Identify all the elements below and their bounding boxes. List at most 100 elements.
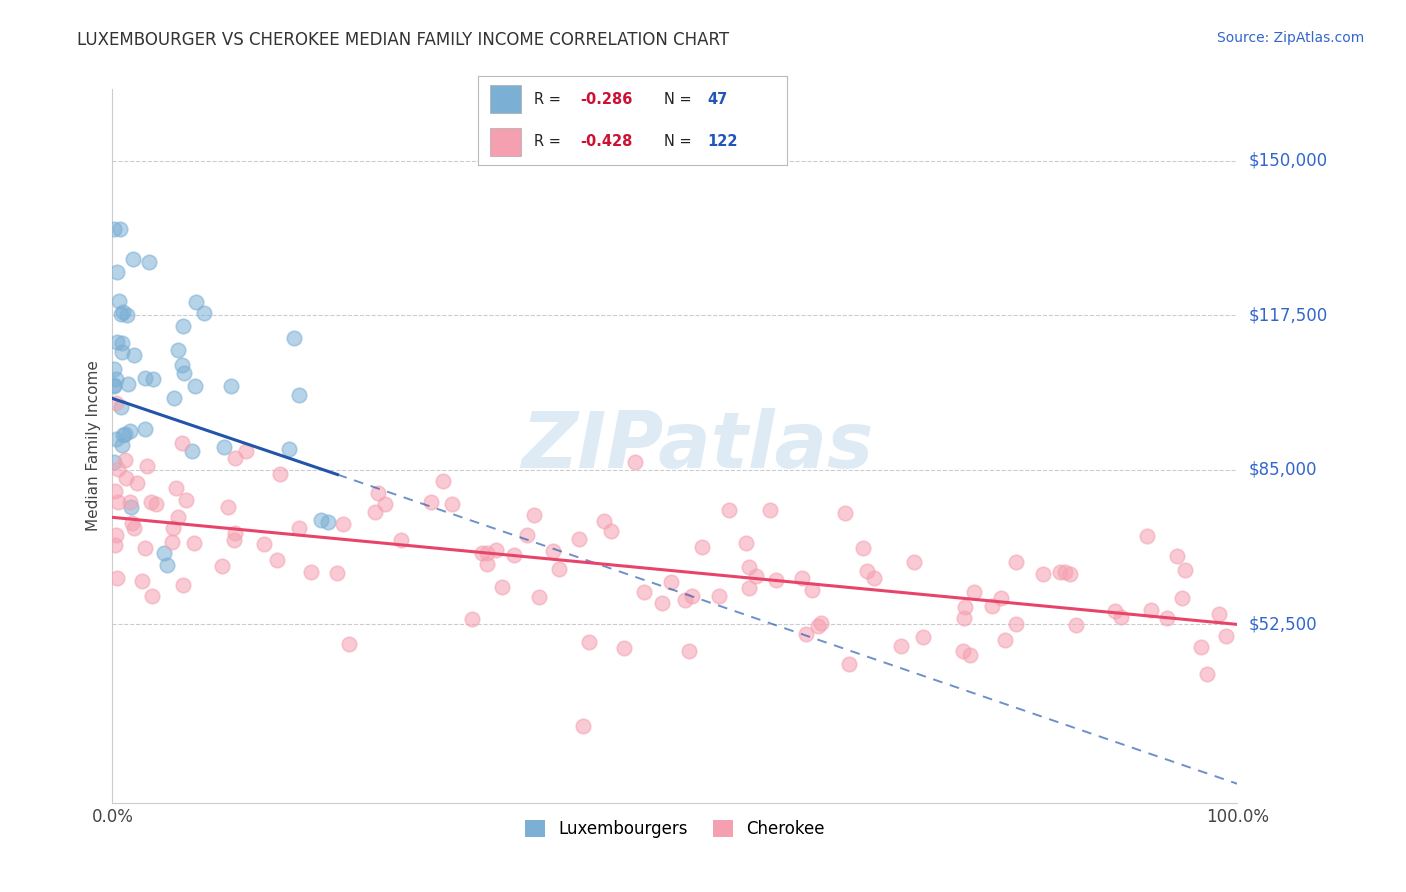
Text: $52,500: $52,500: [1249, 615, 1317, 633]
Point: [912, 630, 935, 644]
Point: [217, 500, 239, 514]
Point: [522, 508, 544, 523]
Point: [224, 451, 246, 466]
Point: [219, 378, 242, 392]
Point: [104, 372, 127, 386]
Point: [1005, 617, 1028, 632]
Point: [651, 596, 673, 610]
Point: [765, 573, 787, 587]
Point: [105, 571, 128, 585]
Point: [1140, 603, 1163, 617]
Point: [1208, 607, 1230, 621]
Point: [633, 585, 655, 599]
Text: -0.286: -0.286: [581, 92, 633, 106]
Point: [107, 495, 129, 509]
Point: [432, 475, 454, 489]
Point: [166, 510, 188, 524]
Point: [103, 361, 125, 376]
Point: [759, 503, 782, 517]
Point: [138, 255, 160, 269]
Point: [678, 643, 700, 657]
Text: Source: ZipAtlas.com: Source: ZipAtlas.com: [1216, 31, 1364, 45]
Point: [567, 533, 589, 547]
Point: [122, 252, 145, 267]
Point: [134, 541, 156, 555]
Point: [623, 455, 645, 469]
Point: [104, 396, 127, 410]
Point: [337, 637, 360, 651]
Point: [141, 494, 163, 508]
Point: [111, 335, 134, 350]
Point: [1054, 565, 1077, 579]
Point: [224, 526, 246, 541]
Point: [283, 331, 305, 345]
Point: [114, 426, 136, 441]
Point: [156, 558, 179, 572]
Point: [807, 619, 830, 633]
Point: [134, 421, 156, 435]
Point: [709, 589, 731, 603]
Point: [1156, 611, 1178, 625]
Text: R =: R =: [534, 135, 565, 149]
Point: [953, 599, 976, 614]
Point: [856, 564, 879, 578]
Point: [485, 543, 508, 558]
Point: [170, 436, 193, 450]
Point: [790, 571, 813, 585]
Point: [311, 513, 333, 527]
Point: [800, 582, 823, 597]
Point: [318, 515, 340, 529]
Point: [173, 366, 195, 380]
Point: [135, 458, 157, 473]
Point: [253, 537, 276, 551]
Point: [1032, 566, 1054, 581]
Point: [235, 444, 257, 458]
Point: [367, 486, 389, 500]
Point: [176, 492, 198, 507]
Point: [122, 521, 145, 535]
Point: [145, 497, 167, 511]
Point: [389, 533, 412, 547]
Point: [105, 265, 128, 279]
Point: [572, 719, 595, 733]
Point: [1059, 566, 1081, 581]
Point: [103, 221, 125, 235]
Point: [110, 308, 132, 322]
Point: [903, 555, 925, 569]
Point: [1197, 667, 1219, 681]
Text: $150,000: $150,000: [1249, 152, 1327, 169]
Point: [104, 483, 127, 498]
Point: [105, 433, 128, 447]
Point: [890, 639, 912, 653]
Point: [1166, 549, 1188, 563]
Point: [212, 440, 235, 454]
Point: [120, 500, 142, 515]
Point: [183, 535, 205, 549]
Point: [863, 571, 886, 585]
Point: [153, 546, 176, 560]
Point: [110, 221, 132, 235]
Point: [471, 546, 494, 560]
Text: R =: R =: [534, 92, 565, 106]
Text: $85,000: $85,000: [1249, 461, 1317, 479]
Point: [1104, 603, 1126, 617]
Point: [104, 539, 127, 553]
Point: [172, 319, 194, 334]
Point: [167, 343, 190, 358]
Point: [1136, 529, 1159, 543]
Point: [419, 494, 441, 508]
Text: 122: 122: [707, 135, 737, 149]
Point: [184, 294, 207, 309]
Point: [990, 591, 1012, 606]
Text: N =: N =: [664, 92, 696, 106]
Point: [288, 521, 311, 535]
Point: [160, 535, 183, 549]
Point: [690, 540, 713, 554]
Point: [110, 400, 132, 414]
Point: [332, 517, 354, 532]
Point: [959, 648, 981, 663]
Point: [440, 497, 463, 511]
Point: [103, 455, 125, 469]
Point: [491, 580, 513, 594]
Bar: [491, 128, 522, 156]
